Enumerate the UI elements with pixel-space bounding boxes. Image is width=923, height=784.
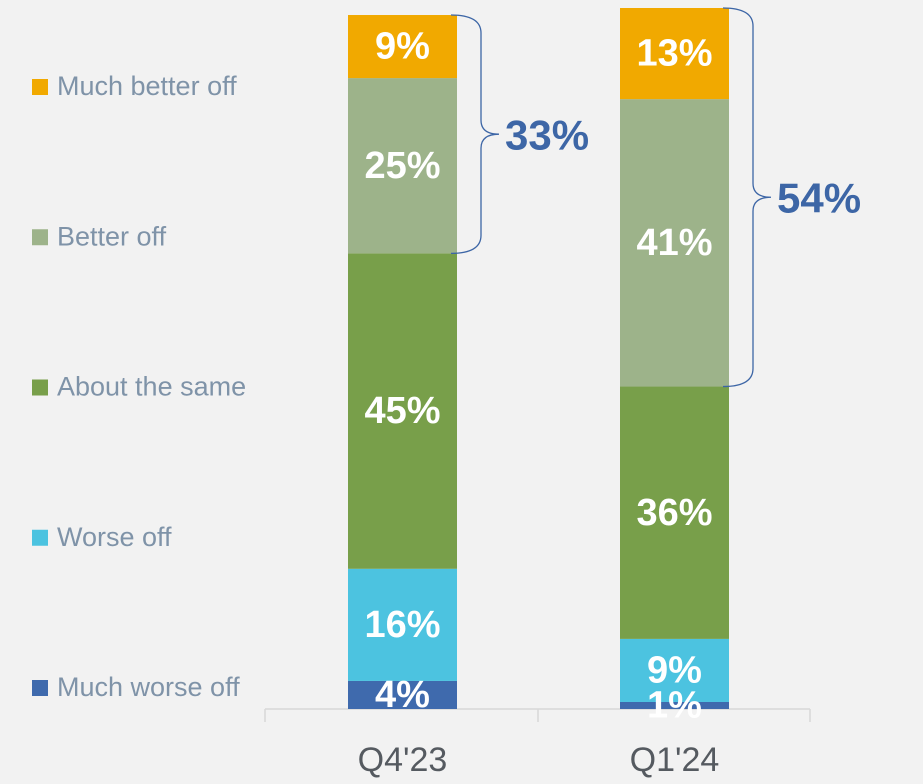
bar-segment — [348, 253, 457, 569]
legend-swatch — [32, 680, 48, 696]
bar-segment — [620, 638, 729, 702]
bar-segment — [620, 99, 729, 387]
bar-segment — [620, 8, 729, 100]
legend-label: Much better off — [57, 71, 237, 101]
bar-segment — [620, 386, 729, 639]
legend-label: About the same — [57, 372, 246, 402]
legend-label: Much worse off — [57, 672, 240, 702]
value-label: 41% — [636, 222, 712, 264]
value-label: 25% — [364, 145, 440, 187]
x-tick-label: Q1'24 — [630, 741, 720, 779]
legend-label: Better off — [57, 221, 167, 251]
legend-swatch — [32, 529, 48, 546]
legend-swatch — [32, 229, 48, 246]
value-label: 9% — [375, 26, 430, 68]
value-label: 4% — [375, 674, 430, 716]
legend-swatch — [32, 79, 48, 95]
value-label: 36% — [636, 492, 712, 534]
value-label: 13% — [636, 33, 712, 75]
annotation: 33% — [505, 111, 589, 158]
bar-segment — [348, 15, 457, 79]
value-label: 45% — [364, 390, 440, 432]
bar-segment — [348, 78, 457, 254]
bar-segment — [348, 568, 457, 681]
bar-segment — [348, 680, 457, 709]
legend-label: Worse off — [57, 522, 172, 552]
bracket — [450, 14, 500, 254]
value-label: 16% — [364, 604, 440, 646]
bar-segment — [620, 701, 729, 709]
value-label: 1% — [647, 685, 702, 727]
x-tick-label: Q4'23 — [358, 741, 448, 779]
legend-swatch — [32, 379, 48, 396]
bracket — [722, 7, 772, 388]
annotation: 54% — [777, 174, 861, 221]
value-label: 9% — [647, 649, 702, 691]
